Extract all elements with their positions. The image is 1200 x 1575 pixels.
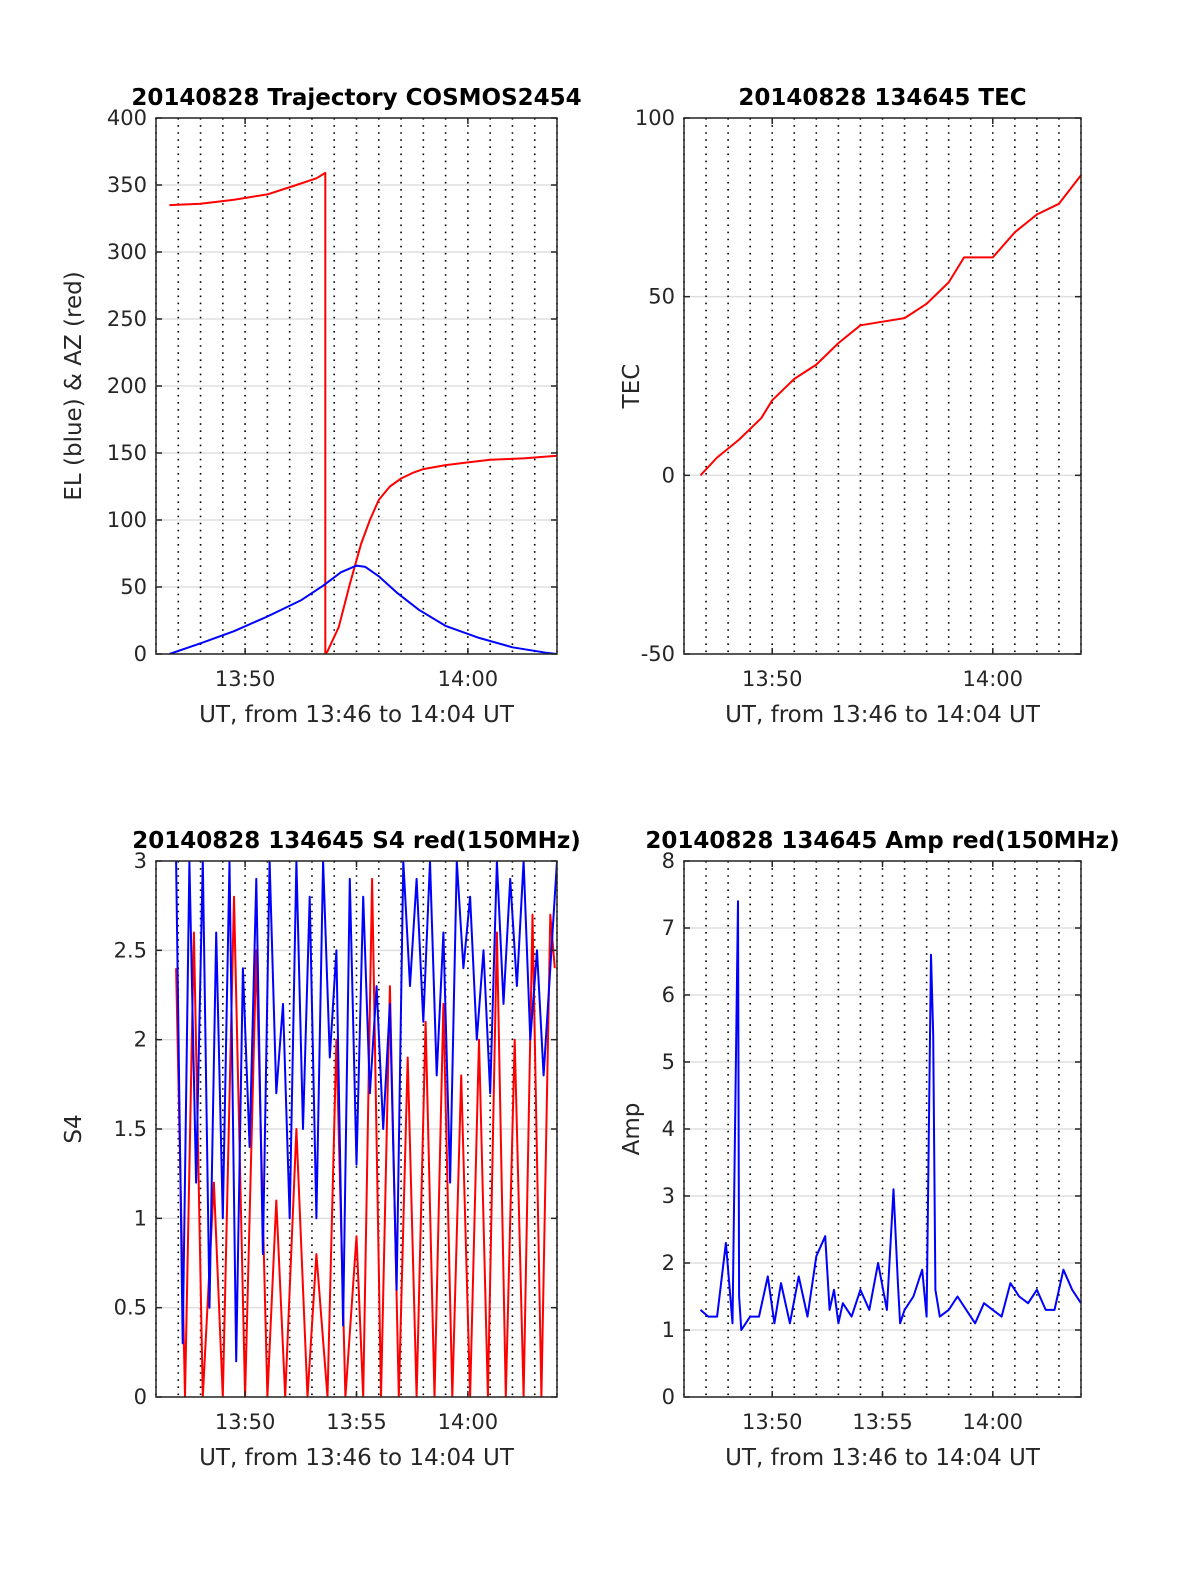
y-tick-label: 0: [134, 1385, 147, 1409]
x-axis-label: UT, from 13:46 to 14:04 UT: [725, 702, 1041, 728]
y-tick-label: 4: [662, 1117, 675, 1141]
x-axis-label: UT, from 13:46 to 14:04 UT: [199, 1445, 515, 1471]
chart-title: 20140828 134645 TEC: [738, 85, 1026, 111]
axes-box: [683, 117, 1082, 655]
y-tick-label: 100: [107, 508, 147, 532]
x-tick-label: 13:50: [215, 1410, 276, 1434]
x-tick-label: 14:00: [438, 667, 499, 691]
series-line-1: [175, 877, 556, 1397]
y-tick-label: 50: [120, 575, 147, 599]
y-tick-label: 1.5: [114, 1117, 147, 1141]
y-tick-label: 0: [134, 642, 147, 666]
y-tick-label: 1: [662, 1318, 675, 1342]
y-tick-label: 7: [662, 916, 675, 940]
series-line-2: [169, 564, 557, 654]
y-tick-label: 3: [134, 849, 147, 873]
y-tick-label: 6: [662, 983, 675, 1007]
y-axis-label: EL (blue) & AZ (red): [61, 271, 87, 500]
x-tick-label: 13:55: [852, 1410, 913, 1434]
x-tick-label: 14:00: [963, 667, 1024, 691]
plot-area: [684, 118, 1081, 654]
chart-trajectory: 0 50 100 150 200 250 300 350 400 13:50 14:00 201408…: [61, 85, 582, 728]
chart-s4: 0 0.5 1 1.5 2 2.5 3 13:50 13:55 14:00 20140828 134…: [61, 828, 581, 1471]
y-tick-label: 50: [648, 285, 675, 309]
x-tick-label: 14:00: [963, 1410, 1024, 1434]
y-axis-label: TEC: [619, 364, 645, 410]
y-tick-label: 200: [107, 374, 147, 398]
x-tick-label: 13:50: [742, 667, 803, 691]
y-axis-label: S4: [61, 1114, 87, 1143]
y-tick-label: 300: [107, 240, 147, 264]
y-tick-label: -50: [641, 642, 675, 666]
series-line-1: [169, 171, 557, 654]
y-tick-label: 100: [635, 106, 675, 130]
x-axis-label: UT, from 13:46 to 14:04 UT: [199, 702, 515, 728]
x-tick-label: 13:55: [326, 1410, 387, 1434]
y-axis-label: Amp: [619, 1103, 645, 1156]
x-tick-label: 13:50: [215, 667, 276, 691]
y-tick-label: 150: [107, 441, 147, 465]
chart-title: 20140828 134645 Amp red(150MHz): [645, 828, 1119, 854]
chart-title: 20140828 Trajectory COSMOS2454: [131, 85, 581, 111]
y-tick-label: 2.5: [114, 938, 147, 962]
x-tick-label: 13:50: [742, 1410, 803, 1434]
y-tick-label: 250: [107, 307, 147, 331]
chart-amp: 0 1 2 3 4 5 6 7 8 13:50 13:55 14:00 20140828 134645 …: [619, 828, 1120, 1471]
y-tick-label: 3: [662, 1184, 675, 1208]
x-tick-label: 14:00: [438, 1410, 499, 1434]
y-tick-label: 1: [134, 1206, 147, 1230]
y-tick-label: 0.5: [114, 1296, 147, 1320]
y-tick-label: 0: [662, 463, 675, 487]
y-tick-label: 400: [107, 106, 147, 130]
y-tick-label: 8: [662, 849, 675, 873]
series-line-1: [699, 900, 1081, 1331]
series-line-2: [175, 861, 557, 1363]
series-line-1: [699, 174, 1081, 476]
chart-title: 20140828 134645 S4 red(150MHz): [132, 828, 581, 854]
x-axis-label: UT, from 13:46 to 14:04 UT: [725, 1445, 1041, 1471]
y-tick-label: 2: [134, 1028, 147, 1052]
y-tick-label: 350: [107, 173, 147, 197]
chart-tec: -50 0 50 100 13:50 14:00 20140828 134645 TEC UT…: [619, 85, 1082, 728]
y-tick-label: 0: [662, 1385, 675, 1409]
y-tick-label: 5: [662, 1050, 675, 1074]
y-tick-label: 2: [662, 1251, 675, 1275]
